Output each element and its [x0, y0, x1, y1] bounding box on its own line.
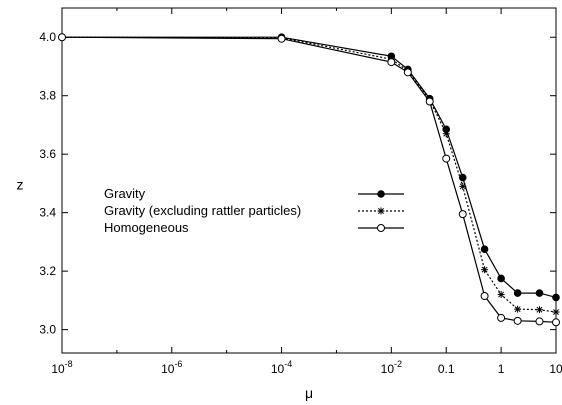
series-3-point	[458, 210, 467, 219]
series-line-2	[61, 36, 557, 313]
x-tick-label: 10-2	[381, 359, 402, 376]
series-3-point	[425, 97, 434, 106]
series-2-point-stroke	[553, 309, 559, 316]
series-1-point	[497, 274, 505, 283]
x-tick-label: 1	[498, 362, 505, 376]
series-2-point-stroke	[514, 306, 521, 313]
series-2-point-stroke	[459, 183, 466, 190]
series-3-point	[58, 33, 66, 42]
series-3-point	[387, 58, 396, 67]
series-1-point	[458, 173, 467, 182]
series-lines	[61, 36, 557, 323]
legend-marker-3	[377, 224, 385, 232]
series-1-point	[552, 293, 560, 302]
x-tick-label: 10-8	[51, 359, 72, 376]
series-2-point-stroke	[498, 291, 505, 298]
legend-marker-2	[377, 207, 385, 215]
x-axis-label: μ	[305, 385, 313, 401]
y-tick-label: 3.4	[39, 206, 56, 220]
tick-labels: 10-8 10-6 10-4 10-2 0.1 1 10 3.0 3.2 3.4 3.6 3.8 4.0	[39, 30, 562, 376]
series-2-point	[459, 182, 467, 190]
series-1-point	[480, 245, 489, 254]
x-tick-label: 0.1	[438, 362, 455, 376]
series-3-point	[442, 154, 451, 163]
series-3-point	[535, 317, 544, 326]
y-axis-label: z	[17, 177, 24, 193]
series-3-point	[552, 318, 560, 327]
series-3-point	[277, 34, 286, 43]
series-1-point	[513, 289, 522, 297]
y-tick-label: 3.6	[39, 147, 56, 161]
x-tick-label: 10	[549, 362, 562, 376]
legend: Gravity Gravity (excluding rattler partic…	[104, 186, 404, 235]
legend-label-1: Gravity	[104, 186, 146, 201]
series-3-point	[497, 313, 506, 322]
legend-marker-1	[377, 190, 385, 198]
series-1-point	[535, 289, 544, 297]
x-tick-label: 10-4	[271, 359, 292, 376]
y-tick-label: 3.0	[39, 323, 56, 337]
series-3-point	[403, 68, 412, 77]
y-tick-label: 4.0	[39, 30, 56, 44]
series-2-point	[442, 130, 450, 138]
series-2-point-stroke	[481, 266, 488, 273]
series-line-3	[61, 36, 557, 323]
series-2-point-stroke	[536, 306, 543, 313]
y-tick-label: 3.8	[39, 89, 56, 103]
series-3-point	[513, 316, 522, 325]
tick-marks	[61, 8, 557, 353]
legend-label-2: Gravity (excluding rattler particles)	[104, 203, 301, 218]
series-2-point	[497, 291, 505, 299]
series-2-point-stroke	[443, 130, 450, 137]
series-2-point	[535, 306, 543, 314]
series-3-point	[480, 291, 489, 300]
series-2-point	[481, 266, 489, 274]
x-tick-label: 10-6	[161, 359, 182, 376]
series-2-point	[552, 308, 560, 316]
plot-frame	[61, 7, 557, 354]
legend-marker-2-stroke	[378, 208, 384, 214]
series-line-1	[62, 36, 557, 298]
series-markers	[58, 33, 560, 327]
y-tick-label: 3.2	[39, 264, 56, 278]
series-2-point	[514, 305, 522, 313]
legend-label-3: Homogeneous	[104, 220, 189, 235]
